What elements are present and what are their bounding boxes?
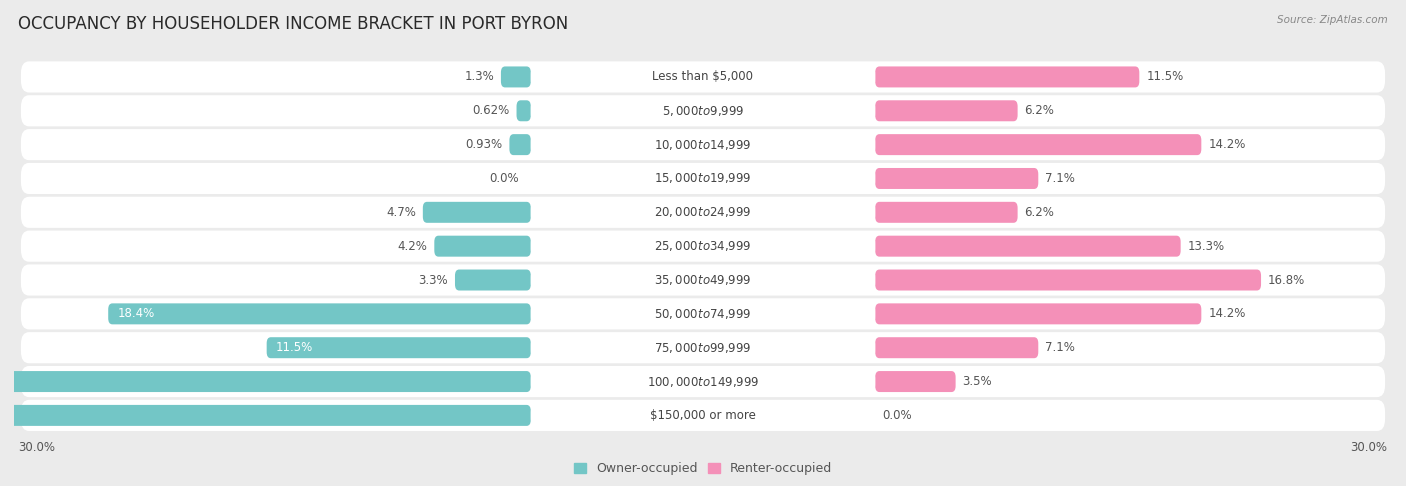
- Text: $75,000 to $99,999: $75,000 to $99,999: [654, 341, 752, 355]
- FancyBboxPatch shape: [875, 100, 1018, 122]
- FancyBboxPatch shape: [434, 236, 531, 257]
- FancyBboxPatch shape: [108, 303, 531, 324]
- FancyBboxPatch shape: [21, 197, 1385, 228]
- Text: 16.8%: 16.8%: [1268, 274, 1305, 287]
- Text: 13.3%: 13.3%: [1188, 240, 1225, 253]
- Text: $20,000 to $24,999: $20,000 to $24,999: [654, 205, 752, 219]
- FancyBboxPatch shape: [875, 67, 1139, 87]
- FancyBboxPatch shape: [531, 371, 875, 392]
- FancyBboxPatch shape: [875, 303, 1201, 324]
- FancyBboxPatch shape: [875, 371, 956, 392]
- FancyBboxPatch shape: [531, 168, 875, 189]
- Text: 14.2%: 14.2%: [1208, 307, 1246, 320]
- FancyBboxPatch shape: [531, 100, 875, 122]
- Text: 0.93%: 0.93%: [465, 138, 502, 151]
- Text: $50,000 to $74,999: $50,000 to $74,999: [654, 307, 752, 321]
- Text: 18.4%: 18.4%: [117, 307, 155, 320]
- FancyBboxPatch shape: [531, 134, 875, 155]
- Text: 6.2%: 6.2%: [1025, 206, 1054, 219]
- FancyBboxPatch shape: [531, 405, 875, 426]
- Text: 0.62%: 0.62%: [472, 104, 509, 117]
- FancyBboxPatch shape: [509, 134, 531, 155]
- FancyBboxPatch shape: [21, 61, 1385, 92]
- Text: 3.5%: 3.5%: [963, 375, 993, 388]
- FancyBboxPatch shape: [875, 134, 1201, 155]
- FancyBboxPatch shape: [531, 202, 875, 223]
- FancyBboxPatch shape: [21, 264, 1385, 295]
- Text: 0.0%: 0.0%: [882, 409, 911, 422]
- FancyBboxPatch shape: [531, 67, 875, 87]
- Text: 14.2%: 14.2%: [1208, 138, 1246, 151]
- FancyBboxPatch shape: [516, 100, 531, 122]
- FancyBboxPatch shape: [21, 298, 1385, 330]
- FancyBboxPatch shape: [21, 332, 1385, 363]
- Text: $10,000 to $14,999: $10,000 to $14,999: [654, 138, 752, 152]
- Text: 11.5%: 11.5%: [276, 341, 314, 354]
- Text: 11.5%: 11.5%: [1146, 70, 1184, 84]
- Text: 1.3%: 1.3%: [464, 70, 494, 84]
- Text: $25,000 to $34,999: $25,000 to $34,999: [654, 239, 752, 253]
- Text: 6.2%: 6.2%: [1025, 104, 1054, 117]
- Text: 4.7%: 4.7%: [387, 206, 416, 219]
- FancyBboxPatch shape: [531, 303, 875, 324]
- FancyBboxPatch shape: [875, 168, 1038, 189]
- FancyBboxPatch shape: [501, 67, 531, 87]
- Text: $5,000 to $9,999: $5,000 to $9,999: [662, 104, 744, 118]
- FancyBboxPatch shape: [875, 202, 1018, 223]
- Text: 30.0%: 30.0%: [1350, 441, 1388, 454]
- FancyBboxPatch shape: [0, 405, 531, 426]
- FancyBboxPatch shape: [456, 270, 531, 291]
- Text: $100,000 to $149,999: $100,000 to $149,999: [647, 375, 759, 388]
- FancyBboxPatch shape: [21, 163, 1385, 194]
- Text: 0.0%: 0.0%: [489, 172, 519, 185]
- Text: 3.3%: 3.3%: [419, 274, 449, 287]
- FancyBboxPatch shape: [531, 236, 875, 257]
- FancyBboxPatch shape: [21, 400, 1385, 431]
- Legend: Owner-occupied, Renter-occupied: Owner-occupied, Renter-occupied: [568, 457, 838, 481]
- FancyBboxPatch shape: [21, 95, 1385, 126]
- Text: 4.2%: 4.2%: [398, 240, 427, 253]
- Text: Less than $5,000: Less than $5,000: [652, 70, 754, 84]
- FancyBboxPatch shape: [423, 202, 531, 223]
- Text: 7.1%: 7.1%: [1045, 172, 1076, 185]
- FancyBboxPatch shape: [875, 236, 1181, 257]
- Text: $15,000 to $19,999: $15,000 to $19,999: [654, 172, 752, 186]
- FancyBboxPatch shape: [267, 337, 531, 358]
- FancyBboxPatch shape: [21, 129, 1385, 160]
- Text: Source: ZipAtlas.com: Source: ZipAtlas.com: [1277, 15, 1388, 25]
- Text: 30.0%: 30.0%: [18, 441, 56, 454]
- Text: 7.1%: 7.1%: [1045, 341, 1076, 354]
- Text: $150,000 or more: $150,000 or more: [650, 409, 756, 422]
- FancyBboxPatch shape: [531, 337, 875, 358]
- FancyBboxPatch shape: [0, 371, 531, 392]
- FancyBboxPatch shape: [875, 270, 1261, 291]
- Text: OCCUPANCY BY HOUSEHOLDER INCOME BRACKET IN PORT BYRON: OCCUPANCY BY HOUSEHOLDER INCOME BRACKET …: [18, 15, 568, 33]
- FancyBboxPatch shape: [21, 366, 1385, 397]
- Text: $35,000 to $49,999: $35,000 to $49,999: [654, 273, 752, 287]
- FancyBboxPatch shape: [875, 337, 1038, 358]
- FancyBboxPatch shape: [21, 230, 1385, 262]
- FancyBboxPatch shape: [531, 270, 875, 291]
